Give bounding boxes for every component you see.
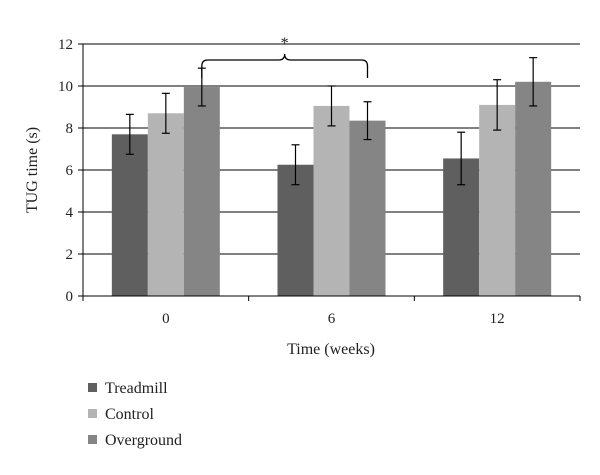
legend-label: Treadmill [105,380,168,397]
bar-control-12 [479,104,516,297]
bar-overground-6 [349,120,386,297]
error-bar [161,92,170,134]
error-bar [457,131,466,186]
y-tick-label: 8 [66,121,74,137]
legend: Treadmill Control Overground [88,380,182,449]
legend-swatch [88,383,97,392]
y-tick-label: 12 [58,37,73,53]
bar-control-0 [147,113,184,296]
legend-label: Control [105,406,154,423]
annotations: * [201,35,369,78]
legend-swatch [88,409,97,418]
x-axis-title: Time (weeks) [287,341,375,358]
y-tick-label: 4 [66,205,74,221]
y-tick-label: 0 [66,289,74,305]
significance-asterisk: * [281,35,289,52]
error-bar [529,57,538,107]
error-bar [363,101,372,141]
bar-treadmill-6 [277,164,314,296]
bar-overground-12 [515,81,552,296]
y-tick-label: 2 [66,247,74,263]
legend-label: Overground [105,432,182,449]
legend-item-treadmill: Treadmill [88,380,168,397]
y-tick-label: 10 [58,79,73,95]
legend-swatch [88,435,97,444]
significance-brace [201,53,369,78]
error-bars [125,57,538,186]
axes: 0 2 4 6 8 10 12 0 6 12 [58,37,581,327]
bars [111,81,552,297]
y-tick-label: 6 [66,163,74,179]
x-tick-label: 6 [328,311,336,327]
bar-control-6 [313,105,350,296]
error-bar [125,113,134,155]
legend-item-overground: Overground [88,432,182,449]
bar-treadmill-0 [111,134,148,296]
error-bar [493,79,502,131]
x-tick-label: 0 [162,311,170,327]
bar-overground-0 [183,87,220,296]
error-bar [327,85,336,127]
y-axis-title: TUG time (s) [24,127,41,213]
x-tick-label: 12 [490,311,505,327]
error-bar [291,144,300,186]
legend-item-control: Control [88,406,154,423]
